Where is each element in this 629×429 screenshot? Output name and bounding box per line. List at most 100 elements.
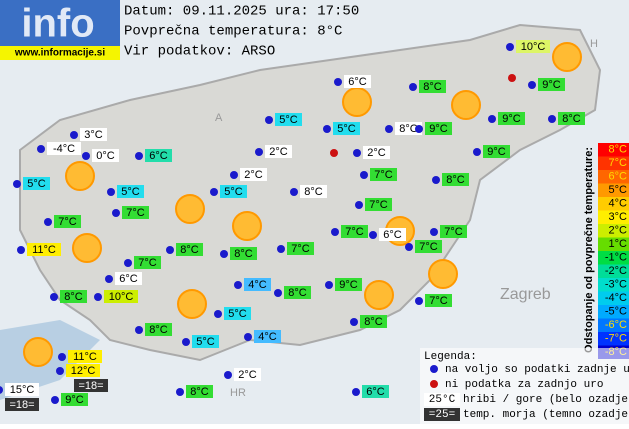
station-box <box>145 149 172 162</box>
station-box <box>192 335 219 348</box>
station-temp: 2°C <box>367 147 386 159</box>
station-box <box>254 330 281 343</box>
sun-icon <box>364 280 394 310</box>
scale-swatch <box>598 264 629 278</box>
scale-label: 5°C <box>609 184 628 196</box>
station-dot <box>50 293 58 301</box>
sun-icon <box>232 211 262 241</box>
station-box <box>80 128 107 141</box>
station-dot <box>56 367 64 375</box>
station-temp: 8°C <box>64 291 83 303</box>
station-dot <box>325 281 333 289</box>
station-temp: 3°C <box>84 129 103 141</box>
station-dot <box>274 289 282 297</box>
station-temp: 7°C <box>291 243 310 255</box>
url-box <box>0 46 120 60</box>
station-temp: 9°C <box>487 146 506 158</box>
sun-icon <box>65 161 95 191</box>
station-temp: 7°C <box>419 241 438 253</box>
station-box <box>27 243 61 256</box>
station-dot <box>415 297 423 305</box>
station-dot <box>44 218 52 226</box>
station-temp: 2°C <box>244 169 263 181</box>
station-temp: =18= <box>78 380 103 392</box>
station-dot <box>369 231 377 239</box>
map-label: HR <box>230 387 246 399</box>
station-box <box>335 278 362 291</box>
legend-text: hribi / gore (belo ozadje) <box>463 394 629 406</box>
scale-label: -1°C <box>605 252 627 264</box>
station-dot <box>176 388 184 396</box>
station-temp: 7°C <box>369 199 388 211</box>
station-box <box>516 40 550 53</box>
station-box <box>104 290 138 303</box>
station-temp: 2°C <box>238 369 257 381</box>
station-box <box>224 307 251 320</box>
station-temp: 5°C <box>228 308 247 320</box>
scale-label: 3°C <box>609 211 628 223</box>
station-dot <box>135 326 143 334</box>
station-box <box>145 323 172 336</box>
map-label: A <box>215 112 223 124</box>
station-temp: 6°C <box>348 76 367 88</box>
station-temp: 2°C <box>269 146 288 158</box>
scale-label: -6°C <box>605 319 627 331</box>
station-box <box>5 383 39 396</box>
station-box <box>395 122 422 135</box>
sun-icon <box>552 42 582 72</box>
station-temp: 7°C <box>138 257 157 269</box>
station-temp: 6°C <box>366 386 385 398</box>
station-box <box>538 78 565 91</box>
station-temp: 8°C <box>190 386 209 398</box>
scale-swatch <box>598 318 629 332</box>
station-box <box>5 398 39 411</box>
station-temp: 6°C <box>149 150 168 162</box>
station-box <box>498 112 525 125</box>
station-box <box>230 247 257 260</box>
station-dot <box>70 131 78 139</box>
station-box <box>415 240 442 253</box>
station-dot <box>409 83 417 91</box>
station-temp: 5°C <box>121 186 140 198</box>
station-dot <box>506 43 514 51</box>
station-dot <box>210 188 218 196</box>
sun-icon <box>72 233 102 263</box>
map-label: Zagreb <box>500 286 551 303</box>
station-box <box>117 185 144 198</box>
station-box <box>74 379 108 392</box>
station-box <box>220 185 247 198</box>
station-temp: 4°C <box>248 279 267 291</box>
station-dot <box>0 386 3 394</box>
no-data-dot <box>330 149 338 157</box>
scale-label: 1°C <box>609 238 628 250</box>
station-temp: 8°C <box>234 248 253 260</box>
sun-icon <box>23 337 53 367</box>
station-temp: 10°C <box>521 41 546 53</box>
station-temp: 7°C <box>126 207 145 219</box>
station-dot <box>124 259 132 267</box>
scale-label: 6°C <box>609 171 628 183</box>
station-box <box>176 243 203 256</box>
date-line: Datum: 09.11.2025 ura: 17:50 <box>124 4 359 20</box>
station-box <box>265 145 292 158</box>
scale-swatch <box>598 291 629 305</box>
scale-swatch <box>598 224 629 238</box>
station-dot <box>334 78 342 86</box>
scale-swatch <box>598 197 629 211</box>
scale-swatch <box>598 170 629 184</box>
station-box <box>365 198 392 211</box>
legend-title: Legenda: <box>424 351 477 363</box>
station-temp: 0°C <box>96 150 115 162</box>
station-temp: =18= <box>9 399 34 411</box>
station-temp: -4°C <box>53 143 75 155</box>
station-box <box>341 225 368 238</box>
station-box <box>66 364 100 377</box>
url: www.informacije.si <box>14 48 105 59</box>
station-dot <box>355 201 363 209</box>
scale-label: -3°C <box>605 279 627 291</box>
station-temp: 7°C <box>374 169 393 181</box>
scale-swatch <box>598 143 629 157</box>
station-box <box>360 315 387 328</box>
scale-swatch <box>598 156 629 170</box>
scale-swatch <box>598 305 629 319</box>
